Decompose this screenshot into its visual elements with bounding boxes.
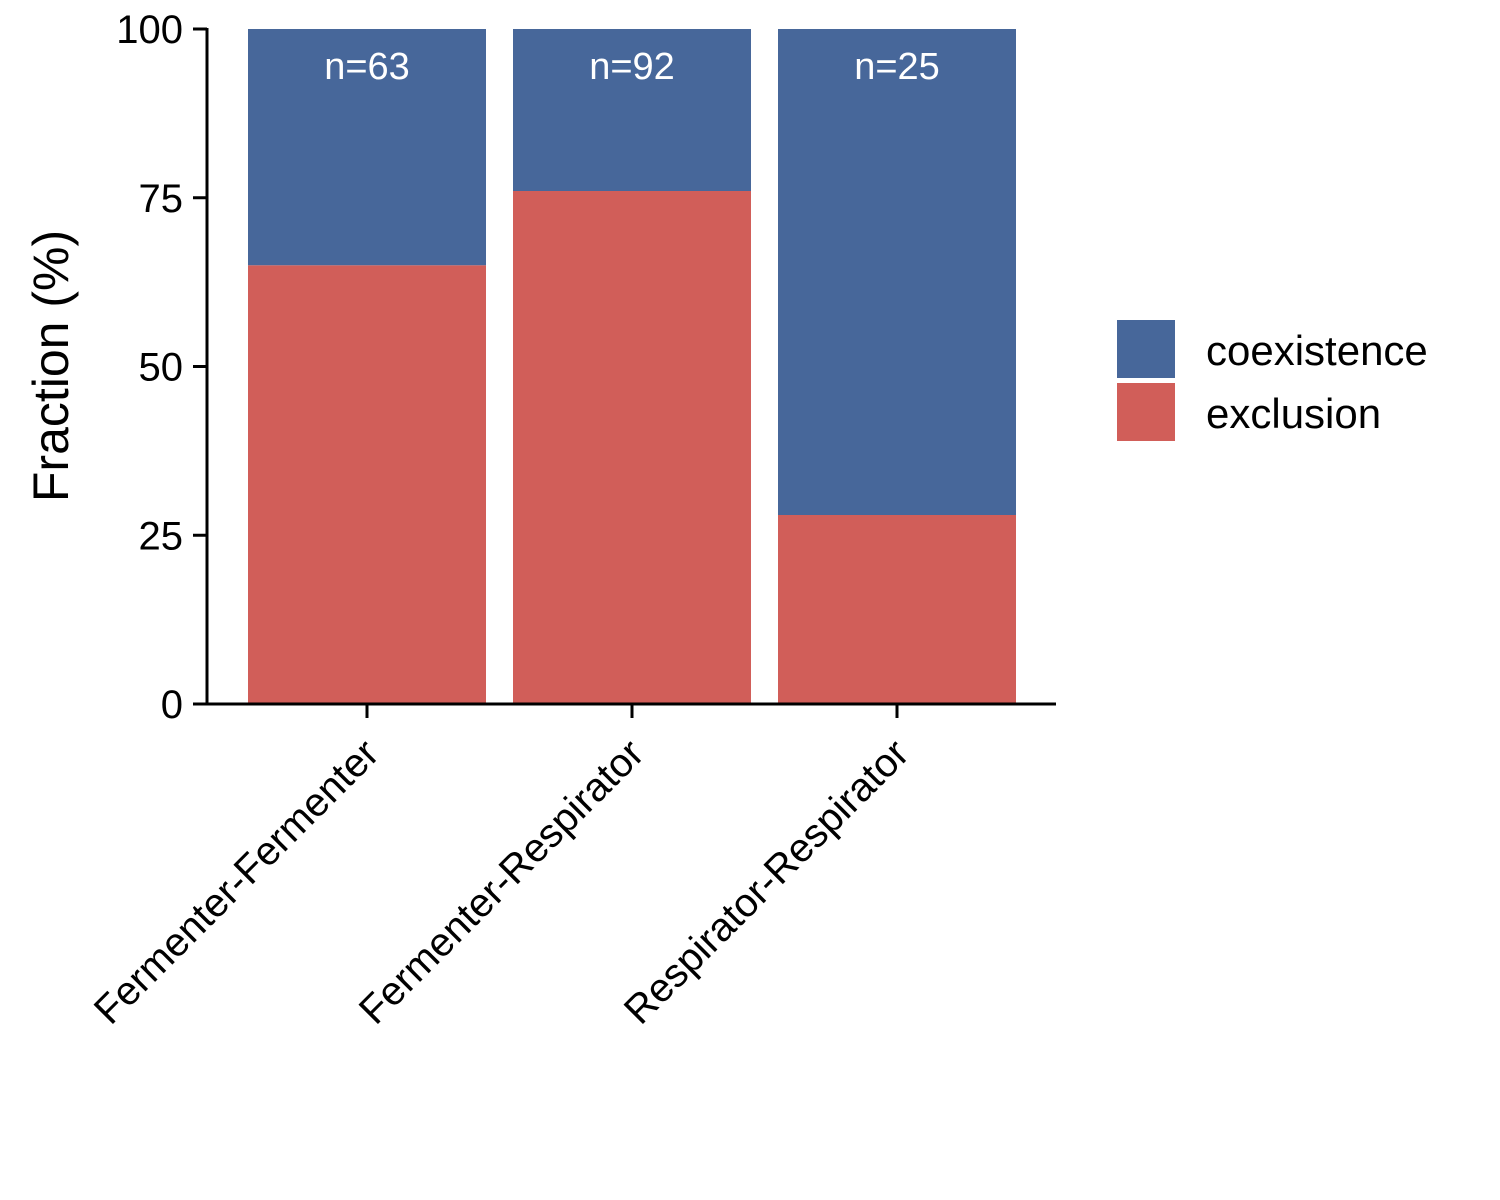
count-label-1: n=92 [589, 46, 675, 88]
bar-exclusion-1 [513, 191, 751, 704]
legend-label-exclusion: exclusion [1206, 390, 1381, 437]
y-tick-label-0: 0 [161, 683, 183, 727]
legend: coexistence exclusion [1117, 320, 1428, 441]
count-labels-group: n=63 n=92 n=25 [324, 46, 940, 88]
bar-exclusion-0 [248, 265, 486, 704]
legend-swatch-exclusion [1117, 383, 1175, 441]
count-label-2: n=25 [854, 46, 940, 88]
bars-group [248, 29, 1016, 704]
bar-exclusion-2 [778, 515, 1016, 704]
legend-swatch-coexistence [1117, 320, 1175, 378]
x-tick-label-2: Respirator-Respirator [616, 731, 917, 1032]
legend-label-coexistence: coexistence [1206, 327, 1428, 374]
count-label-0: n=63 [324, 46, 410, 88]
y-tick-label-75: 75 [139, 177, 184, 221]
bar-coexistence-2 [778, 29, 1016, 515]
y-tick-label-50: 50 [139, 346, 184, 390]
x-tick-label-0: Fermenter-Fermenter [86, 731, 387, 1032]
bar-coexistence-1 [513, 29, 751, 191]
y-axis-title: Fraction (%) [23, 230, 79, 502]
y-tick-label-100: 100 [116, 8, 183, 52]
y-tick-label-25: 25 [139, 514, 184, 558]
x-tick-label-1: Fermenter-Respirator [351, 731, 652, 1032]
bar-coexistence-0 [248, 29, 486, 266]
